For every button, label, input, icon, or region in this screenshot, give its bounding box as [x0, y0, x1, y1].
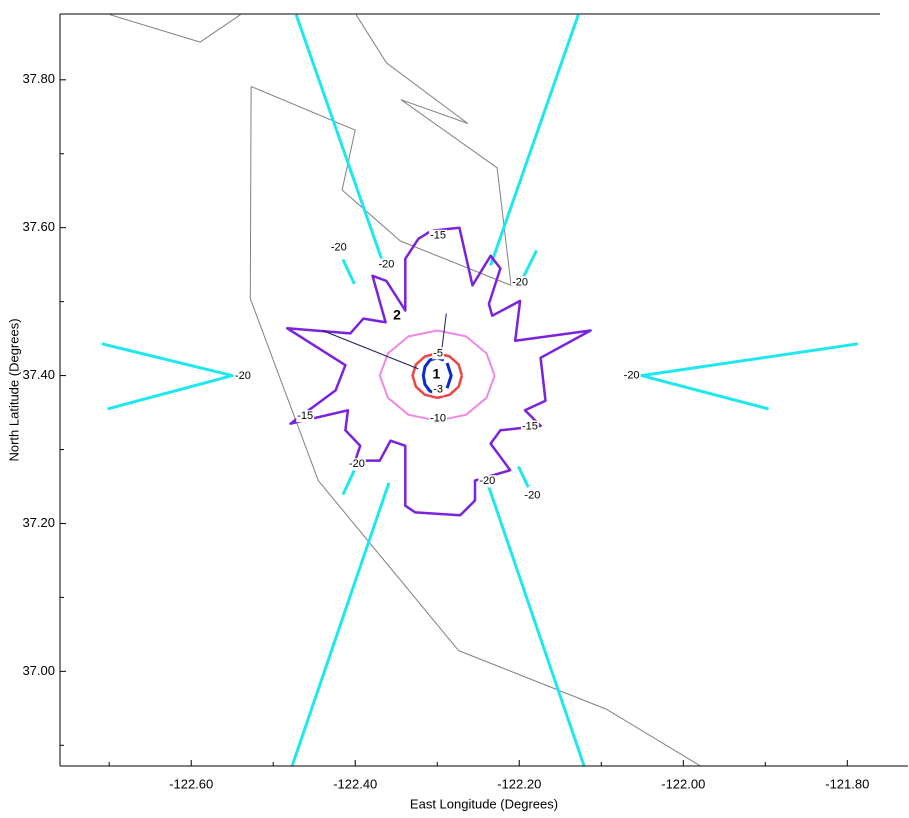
contour-label-bg — [233, 370, 252, 383]
contour-label-bg — [523, 489, 542, 502]
contour-label-bg — [432, 347, 444, 360]
contour-label: -20 — [524, 489, 540, 501]
contour-label: -20 — [378, 259, 394, 271]
label-layer: -20 -20 -20 -20 -20 -20 -20 -20 -15 -15 -15 -10 -5 -3… — [233, 229, 641, 502]
contour-label-bg — [432, 383, 444, 396]
contour-label-bg — [429, 229, 448, 242]
x-tick-label: -122.00 — [661, 776, 705, 791]
contour-label: -15 — [430, 230, 446, 242]
coastline — [109, 14, 701, 766]
contour-label: -20 — [479, 475, 495, 487]
plot-area — [60, 14, 908, 766]
contour-label: -20 — [349, 458, 365, 470]
x-tick-label: -122.60 — [169, 776, 213, 791]
contour-label-bg — [478, 475, 497, 488]
contour-label-bg — [511, 276, 530, 289]
contour-label: -10 — [430, 412, 446, 424]
contour-label: -15 — [297, 410, 313, 422]
contour-label: -20 — [624, 369, 640, 381]
x-tick-label: -122.20 — [497, 776, 541, 791]
contour-label: -3 — [433, 384, 443, 396]
contour-label: -20 — [512, 276, 528, 288]
x-tick-label: -121.80 — [825, 776, 869, 791]
x-axis-label: East Longitude (Degrees) — [410, 796, 558, 811]
contour-label: -15 — [522, 421, 538, 433]
contour-label: -5 — [433, 347, 443, 359]
y-tick-label: 37.60 — [22, 219, 55, 234]
y-tick-label: 37.20 — [22, 515, 55, 530]
contour-line — [378, 329, 496, 422]
contour-label-bg — [296, 410, 315, 423]
axis-layer: -122.60 -122.40 -122.20 -122.00 -121.80 37.00… — [22, 71, 869, 791]
bearing-line — [322, 313, 447, 370]
y-tick-label: 37.80 — [22, 71, 55, 86]
contour-line — [411, 352, 464, 400]
contour-label-bg — [622, 369, 641, 382]
y-axis-label: North Latitude (Degrees) — [6, 318, 21, 461]
y-tick-label: 37.00 — [22, 663, 55, 678]
x-tick-label: -122.40 — [333, 776, 377, 791]
y-tick-label: 37.40 — [22, 367, 55, 382]
contour-label-bg — [347, 458, 366, 471]
contour-label-bg — [520, 420, 539, 433]
point-label: 2 — [393, 306, 401, 322]
contour-label: -20 — [331, 242, 347, 254]
plot-layer — [101, 14, 859, 766]
contour-line — [285, 226, 592, 517]
contour-line — [101, 14, 859, 766]
contour-label-bg — [429, 412, 448, 425]
point-label: 1 — [433, 366, 441, 382]
contour-label: -20 — [235, 370, 251, 382]
contour-label-bg — [329, 241, 348, 254]
contour-label-bg — [377, 258, 396, 271]
